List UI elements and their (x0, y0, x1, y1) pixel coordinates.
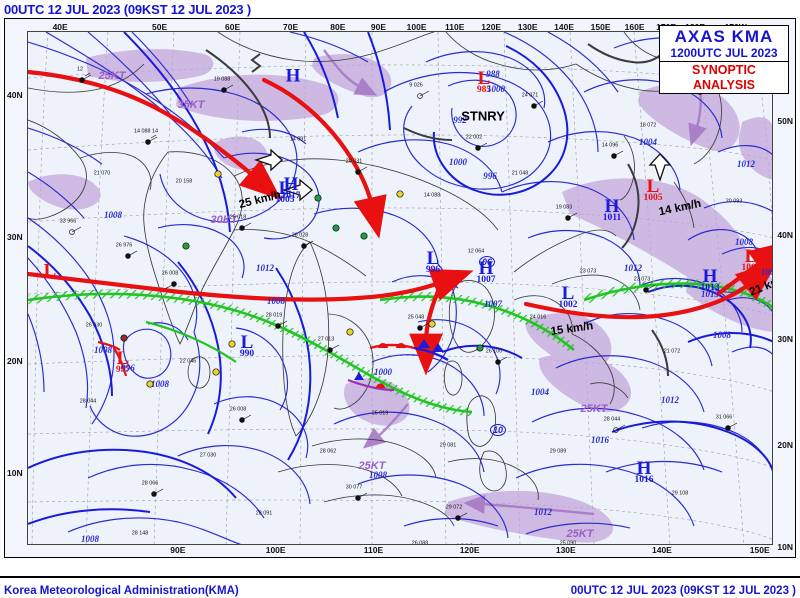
station-plot-data: 19 088 (213, 76, 231, 83)
station-plot-data: 25 019 (371, 410, 389, 417)
station-plot-data: 22 046 (179, 358, 197, 365)
station-plot-data: 29 081 (439, 442, 457, 449)
axis-label-lat-left: 40N (7, 90, 23, 100)
station-plot-data: 14 088 14 (134, 128, 158, 135)
station-plot-data: 23 073 (633, 276, 651, 283)
station-plot-data: 29 089 (549, 448, 567, 455)
axis-label-lon-top: 50E (152, 22, 168, 32)
station-plot-data: 29 072 (445, 504, 463, 511)
axis-label-lon-bottom: 140E (651, 545, 672, 555)
footer-agency: Korea Meteorological Administration(KMA) (4, 585, 239, 597)
axis-label-lat-right: 50N (777, 116, 793, 126)
axis-label-lon-bottom: 100E (265, 545, 286, 555)
axis-label-lon-top: 150E (590, 22, 611, 32)
station-plot-data: 12 (77, 66, 83, 73)
station-plot-data: 28 044 (603, 416, 621, 423)
station-plot-data: 26 100 (485, 348, 503, 355)
station-plot-data: 24 071 (521, 92, 539, 99)
station-plot-data: 27 013 (317, 336, 335, 343)
legend-title: AXAS KMA (674, 27, 774, 46)
axis-label-lon-top: 80E (330, 22, 346, 32)
axis-label-lon-top: 60E (225, 22, 241, 32)
station-plot-data: 28 091 (255, 510, 273, 517)
chart-legend-box: AXAS KMA 1200UTC JUL 2023 SYNOPTIC ANALY… (659, 25, 789, 95)
axis-label-lon-bottom: 110E (363, 545, 384, 555)
axis-label-lon-top: 120E (481, 22, 502, 32)
axis-label-lon-top: 160E (624, 22, 645, 32)
station-plot-data: 12 064 (467, 248, 485, 255)
map-frame: 40E 50E 60E 70E 80E 90E 100E 110E 120E 130E 140E 15… (4, 18, 796, 558)
station-plot-data: 20 031 (345, 158, 363, 165)
station-plot-data: 19 083 (555, 204, 573, 211)
station-plot-data: 28 044 (79, 398, 97, 405)
station-plot-data: 18 072 (639, 122, 657, 129)
station-plot-data: 29 108 (671, 490, 689, 497)
axis-label-lat-left: 10N (7, 468, 23, 478)
axis-label-lat-right: 20N (777, 440, 793, 450)
station-plot-data: 26 030 (85, 322, 103, 329)
axis-label-lon-top: 100E (406, 22, 427, 32)
legend-product-type: SYNOPTIC ANALYSIS (660, 61, 788, 93)
station-plot-data: 21 048 (511, 170, 529, 177)
station-plot-data: 25 090 (559, 540, 577, 545)
axis-label-lon-top: 130E (517, 22, 538, 32)
station-plot-data: 14 088 (423, 192, 441, 199)
footer-timestamp: 00UTC 12 JUL 2023 (09KST 12 JUL 2023 ) (570, 585, 796, 597)
station-plot-data: 26 976 (115, 242, 133, 249)
map-plot-area[interactable]: L985L997L1005LLL1005L990L1002L996L1005H1… (27, 31, 773, 545)
station-plot-data: 31 066 (715, 414, 733, 421)
station-plot-data: 30 077 (345, 484, 363, 491)
station-plot-data: 9 026 (409, 82, 423, 89)
station-plot-data: 26 088 (411, 540, 429, 545)
station-plot-data: 20 158 (175, 178, 193, 185)
station-plot-data: 27 030 (199, 452, 217, 459)
axis-label-lon-bottom: 90E (170, 545, 186, 555)
station-plot-data: 28 148 (131, 530, 149, 537)
axis-label-lon-top: 40E (52, 22, 68, 32)
station-plot-data: 21 070 (93, 170, 111, 177)
axis-label-lon-top: 90E (370, 22, 386, 32)
station-plot-data: 26 008 (229, 406, 247, 413)
axis-label-lat-left: 20N (7, 356, 23, 366)
axis-label-lon-bottom: 150E (749, 545, 770, 555)
axis-label-lon-top: 110E (445, 22, 465, 32)
station-plot-data: 33 966 (59, 218, 77, 225)
station-plot-data: 28 019 (265, 312, 283, 319)
footer-divider (0, 576, 800, 578)
axis-label-lat-left: 30N (7, 232, 23, 242)
page-title: 00UTC 12 JUL 2023 (09KST 12 JUL 2023 ) (4, 2, 251, 17)
axis-label-lon-bottom: 120E (459, 545, 480, 555)
station-plot-data: 23 073 (579, 268, 597, 275)
axis-label-lon-bottom: 130E (555, 545, 576, 555)
axis-label-lon-top: 140E (554, 22, 575, 32)
station-plot-data: 21 072 (663, 348, 681, 355)
axis-label-lat-right: 30N (777, 334, 793, 344)
station-plot-data: 22 002 (465, 134, 483, 141)
station-plot-data: 24 016 (529, 314, 547, 321)
station-plot-data: 25 018 (229, 214, 247, 221)
axis-label-lon-top: 70E (283, 22, 299, 32)
synoptic-map-graphics (28, 32, 772, 544)
station-plot-data: 28 062 (319, 448, 337, 455)
station-plot-data: 25 048 (407, 314, 425, 321)
station-plot-data: 28 066 (141, 480, 159, 487)
legend-valid-time: 1200UTC JUL 2023 (670, 45, 778, 60)
station-plot-data: 14 091 (289, 136, 307, 143)
station-plot-data: 20 093 (725, 198, 743, 205)
station-plot-data: 26 008 (161, 270, 179, 277)
axis-label-lat-right: 10N (777, 542, 793, 552)
station-plot-data: 26 028 (291, 232, 309, 239)
station-plot-data: 14 096 (601, 142, 619, 149)
axis-label-lat-right: 40N (777, 230, 793, 240)
